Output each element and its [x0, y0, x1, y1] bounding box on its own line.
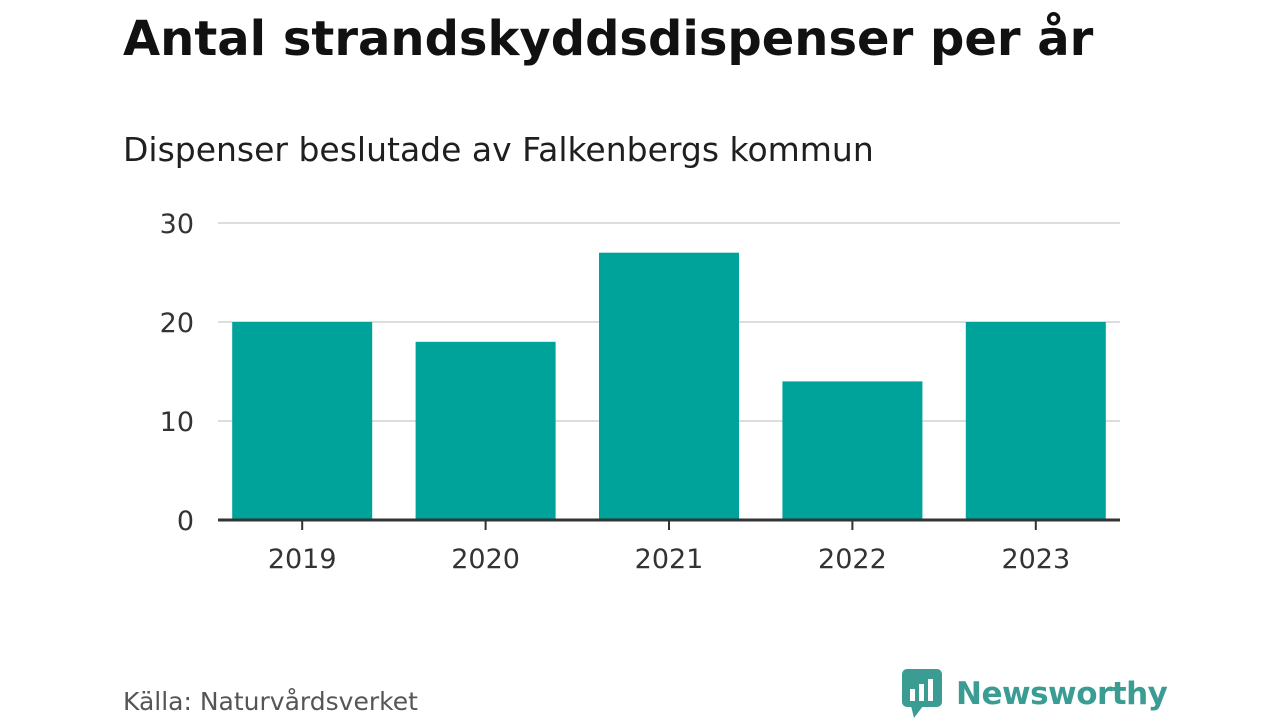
source-note: Källa: Naturvårdsverket: [123, 687, 418, 716]
tick-labels: 0 10 20 30 2019 2020 2021 2022 2023: [160, 209, 1071, 575]
x-tick-label: 2021: [635, 544, 704, 575]
bar-chart-bubble-icon: [902, 669, 942, 718]
chart-subtitle: Dispenser beslutade av Falkenbergs kommu…: [123, 130, 874, 169]
bar-2022: [782, 381, 923, 520]
y-tick-label: 10: [160, 407, 194, 438]
y-tick-label: 30: [160, 209, 194, 240]
bar-2020: [415, 341, 556, 520]
chart-title: Antal strandskyddsdispenser per år: [123, 11, 1094, 67]
brand-name: Newsworthy: [956, 676, 1168, 712]
bar-2023: [965, 322, 1106, 520]
y-tick-label: 0: [177, 506, 194, 537]
x-tick-label: 2020: [451, 544, 520, 575]
bar-2021: [599, 252, 739, 520]
bars: [232, 252, 1106, 520]
bar-2019: [232, 322, 373, 520]
x-tick-label: 2023: [1001, 544, 1070, 575]
x-tick-label: 2019: [268, 544, 337, 575]
axes: [218, 518, 1120, 530]
x-tick-label: 2022: [818, 544, 887, 575]
brand-logo: Newsworthy: [902, 669, 1168, 719]
y-tick-label: 20: [160, 308, 194, 339]
